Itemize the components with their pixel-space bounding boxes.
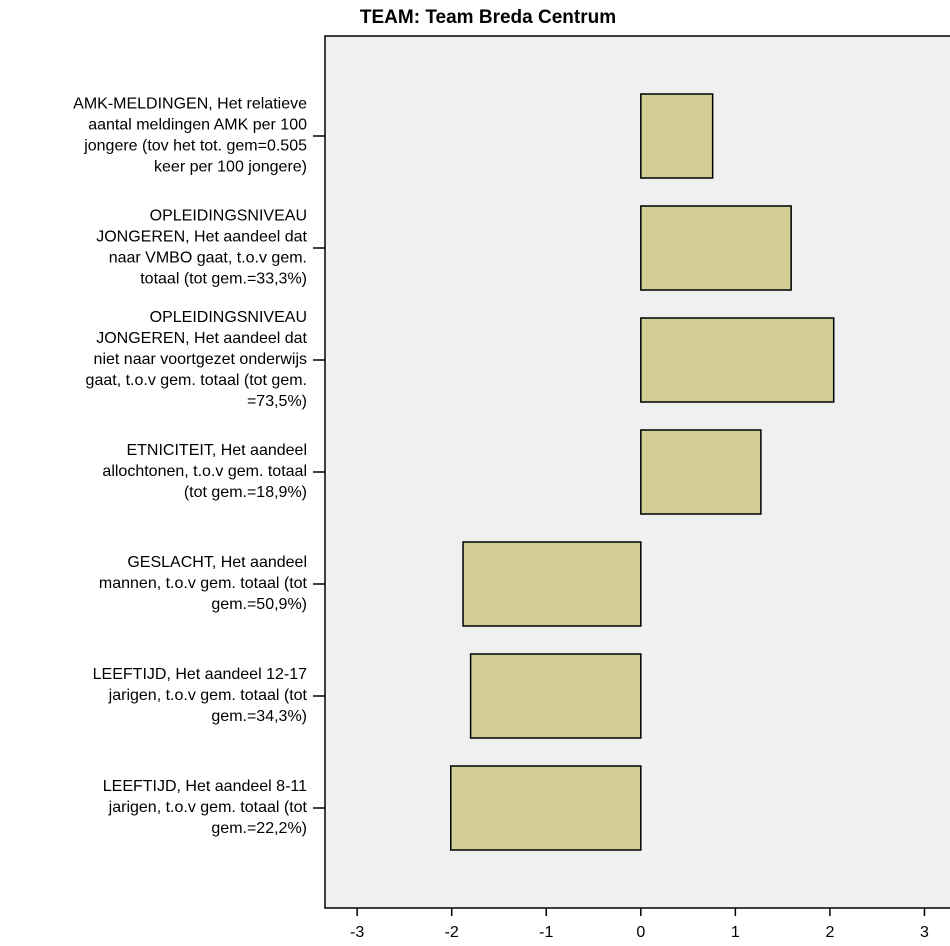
y-tick-label: JONGEREN, Het aandeel dat (96, 229, 307, 246)
y-tick-label: niet naar voortgezet onderwijs (94, 351, 307, 368)
y-tick-label: gaat, t.o.v gem. totaal (tot gem. (86, 372, 307, 389)
y-tick-label: jongere (tov het tot. gem=0.505 (83, 138, 307, 155)
chart-title: TEAM: Team Breda Centrum (360, 7, 616, 28)
x-tick-label: 0 (636, 924, 645, 941)
y-tick-label: (tot gem.=18,9%) (184, 484, 307, 501)
bar (462, 541, 642, 627)
y-tick-label: keer per 100 jongere) (154, 159, 307, 176)
y-tick-label: allochtonen, t.o.v gem. totaal (102, 463, 307, 480)
x-tick-label: -3 (350, 924, 364, 941)
y-tick-label: JONGEREN, Het aandeel dat (96, 330, 307, 347)
y-tick-label: AMK-MELDINGEN, Het relatieve (73, 96, 307, 113)
y-tick-label: gem.=50,9%) (211, 596, 307, 613)
x-tick-label: 3 (920, 924, 929, 941)
bar (640, 93, 714, 179)
x-tick-label: -2 (445, 924, 459, 941)
y-tick-label: GESLACHT, Het aandeel (127, 554, 307, 571)
y-tick-label: totaal (tot gem.=33,3%) (140, 271, 307, 288)
y-tick-label: jarigen, t.o.v gem. totaal (tot (108, 687, 308, 704)
x-tick-label: 2 (825, 924, 834, 941)
y-tick-label: gem.=34,3%) (211, 708, 307, 725)
y-tick-label: mannen, t.o.v gem. totaal (tot (99, 575, 308, 592)
y-tick-label: jarigen, t.o.v gem. totaal (tot (108, 799, 308, 816)
y-tick-label: gem.=22,2%) (211, 820, 307, 837)
y-tick-label: aantal meldingen AMK per 100 (88, 117, 307, 134)
y-tick-label: OPLEIDINGSNIVEAU (150, 309, 307, 326)
y-tick-label: ETNICITEIT, Het aandeel (126, 442, 307, 459)
y-tick-label: OPLEIDINGSNIVEAU (150, 208, 307, 225)
bar (640, 205, 792, 291)
x-tick-label: -1 (539, 924, 553, 941)
y-tick-label: LEEFTIJD, Het aandeel 8-11 (103, 778, 307, 795)
bar (640, 429, 762, 515)
y-tick-label: naar VMBO gaat, t.o.v gem. (109, 250, 307, 267)
bar (469, 653, 642, 739)
bar (640, 317, 835, 403)
y-tick-label: =73,5%) (247, 393, 307, 410)
y-tick-label: LEEFTIJD, Het aandeel 12-17 (93, 666, 307, 683)
bar (450, 765, 642, 851)
x-tick-label: 1 (731, 924, 740, 941)
plot-area (324, 35, 950, 909)
